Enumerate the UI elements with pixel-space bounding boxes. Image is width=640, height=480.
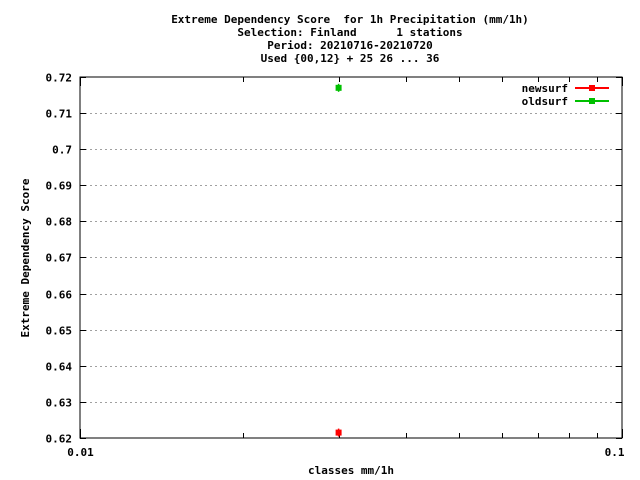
title-line-4: Used {00,12} + 25 26 ... 36 (261, 52, 440, 65)
y-tick-label: 0.64 (46, 361, 73, 374)
x-tick-label: 0.1 (605, 446, 625, 459)
series-layer (335, 83, 342, 437)
plot-frame (79, 76, 623, 439)
title-line-2: Selection: Finland 1 stations (237, 26, 462, 39)
x-axis-ticks: 0.01 0.1 (67, 77, 625, 459)
y-tick-label: 0.62 (46, 433, 73, 446)
y-tick-label: 0.7 (52, 144, 72, 157)
x-tick-label: 0.01 (67, 446, 94, 459)
y-tick-label: 0.65 (46, 325, 73, 338)
title-line-1: Extreme Dependency Score for 1h Precipit… (171, 13, 529, 26)
title-line-3: Period: 20210716-20210720 (267, 39, 433, 52)
chart-title: Extreme Dependency Score for 1h Precipit… (171, 13, 529, 65)
grid-lines (80, 113, 622, 403)
legend-label: newsurf (522, 82, 568, 95)
y-tick-label: 0.68 (46, 216, 73, 229)
data-point-oldsurf (335, 84, 342, 91)
y-tick-label: 0.66 (46, 289, 73, 302)
y-axis-ticks: 0.62 0.63 0.64 0.65 0.66 0.67 0.68 0.69 0.7 0.71 0… (46, 72, 622, 446)
x-axis-label: classes mm/1h (308, 464, 394, 477)
y-tick-label: 0.72 (46, 72, 73, 85)
legend-marker (589, 98, 595, 104)
y-tick-label: 0.63 (46, 397, 73, 410)
legend-marker (589, 85, 595, 91)
y-tick-label: 0.67 (46, 252, 73, 265)
y-tick-label: 0.69 (46, 180, 73, 193)
y-tick-label: 0.71 (46, 108, 73, 121)
legend-label: oldsurf (522, 95, 568, 108)
y-axis-label: Extreme Dependency Score (19, 178, 32, 337)
data-point-newsurf (335, 429, 342, 436)
